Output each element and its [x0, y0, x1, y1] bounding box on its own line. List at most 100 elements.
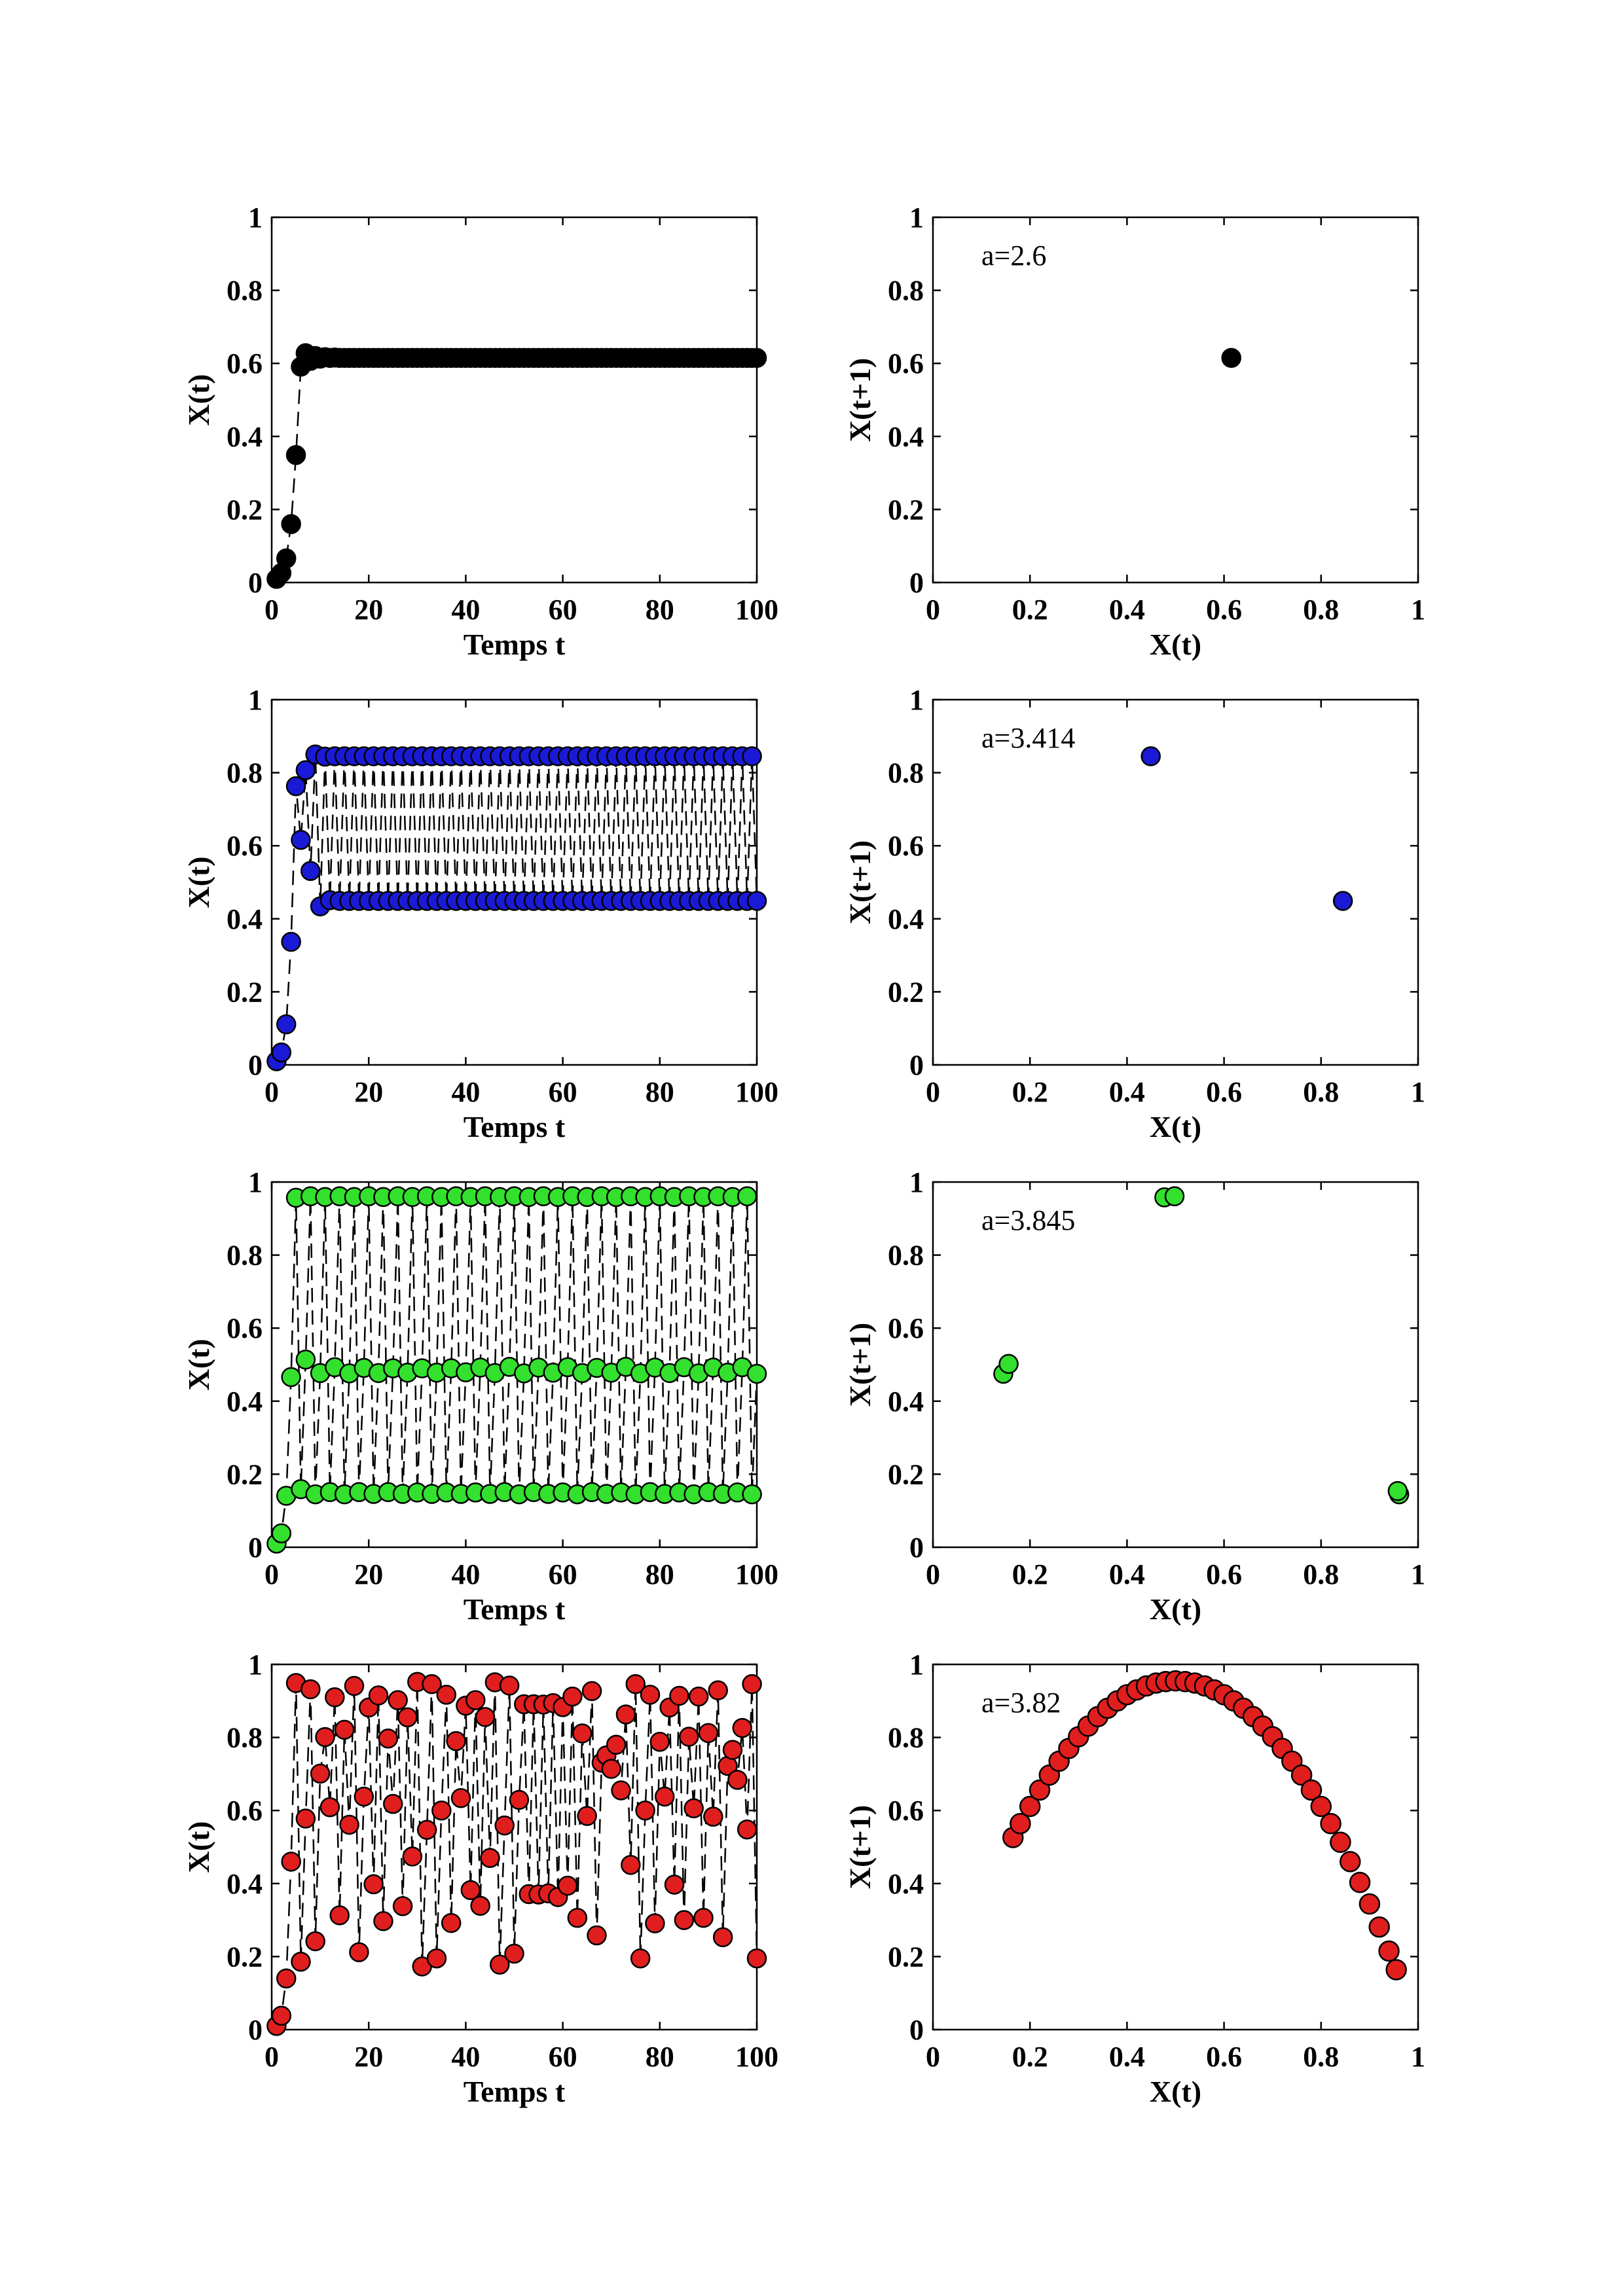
y-tick-label: 0.6	[888, 830, 924, 862]
y-tick-label: 0.8	[227, 275, 263, 307]
y-tick-label: 0.6	[227, 348, 263, 380]
y-axis-label: X(t)	[182, 856, 215, 908]
x-tick-label: 0	[926, 2041, 940, 2073]
x-tick-label: 40	[451, 2041, 480, 2073]
data-point	[1164, 1186, 1185, 1207]
data-point	[587, 1925, 607, 1946]
data-point	[742, 746, 762, 766]
data-point	[344, 1676, 365, 1696]
x-tick-label: 60	[549, 1558, 577, 1590]
data-point	[621, 1855, 641, 1875]
y-tick-label: 0.4	[888, 903, 924, 935]
data-point	[712, 1927, 733, 1948]
series-line	[276, 1196, 758, 1544]
data-point	[1300, 1779, 1322, 1801]
axes-frame	[932, 216, 1419, 584]
y-tick-label: 0.6	[227, 830, 263, 862]
y-tick-label: 0	[248, 1049, 263, 1081]
x-tick-label: 1	[1411, 594, 1425, 626]
data-point	[601, 1759, 621, 1779]
x-tick-label: 0.2	[1012, 594, 1048, 626]
data-point	[490, 1954, 510, 1975]
data-point	[281, 1367, 301, 1388]
x-tick-label: 0.2	[1012, 2041, 1048, 2073]
data-point	[271, 1042, 292, 1063]
data-point	[1221, 348, 1241, 368]
y-tick-label: 0.2	[227, 1458, 263, 1490]
axes-frame	[270, 1663, 758, 2031]
y-tick-label: 0	[248, 1532, 263, 1564]
data-point	[470, 1895, 490, 1916]
y-tick-label: 0.6	[888, 348, 924, 380]
data-point	[1349, 1871, 1371, 1893]
data-point	[291, 830, 311, 850]
x-tick-label: 0	[264, 1076, 279, 1108]
x-tick-label: 20	[354, 1076, 383, 1108]
data-point	[708, 1680, 728, 1700]
data-point	[334, 1719, 355, 1740]
y-tick-label: 1	[248, 202, 263, 234]
panel-return-map-a3.845: 0 0.2 0.4 0.6 0.8 1 0 0.2 0.4 0.6 0.8 1 X(t) X(t+1) a=…	[843, 1166, 1425, 1626]
x-tick-label: 0	[926, 1558, 940, 1590]
data-point	[630, 1948, 651, 1969]
data-point	[480, 1848, 500, 1868]
panel-time-series-a3.414: 0 20 40 60 80 100 0 0.2 0.4 0.6 0.8 1 Temps t X(t)	[182, 684, 778, 1143]
y-tick-label: 0.8	[888, 1722, 924, 1754]
data-point	[722, 1740, 743, 1760]
y-tick-label: 1	[909, 202, 924, 234]
data-point	[271, 2005, 292, 2026]
data-point	[446, 1731, 466, 1751]
x-tick-label: 100	[735, 594, 778, 626]
y-tick-label: 0.8	[888, 1240, 924, 1272]
data-point	[615, 1704, 636, 1725]
data-point	[285, 445, 306, 465]
x-tick-label: 40	[451, 1558, 480, 1590]
y-tick-label: 0.2	[888, 976, 924, 1008]
data-point	[276, 548, 297, 569]
data-point	[349, 1942, 369, 1962]
data-point	[281, 1852, 301, 1872]
x-tick-label: 0	[264, 594, 279, 626]
y-tick-label: 0.4	[227, 1868, 263, 1900]
x-tick-label: 0.4	[1109, 1558, 1145, 1590]
x-tick-label: 0.2	[1012, 1076, 1048, 1108]
data-point	[276, 1014, 297, 1035]
data-point	[276, 1968, 297, 1989]
x-tick-label: 0.6	[1206, 1076, 1242, 1108]
y-tick-label: 0	[248, 2014, 263, 2046]
x-tick-label: 0.4	[1109, 2041, 1145, 2073]
data-point	[1029, 1779, 1051, 1801]
data-point	[499, 1676, 520, 1696]
y-tick-label: 0.6	[227, 1795, 263, 1827]
y-tick-label: 1	[909, 1166, 924, 1198]
data-point	[295, 1349, 316, 1370]
data-point	[329, 1905, 350, 1926]
data-point	[737, 1819, 757, 1840]
y-tick-label: 0	[248, 567, 263, 599]
data-point	[504, 1943, 524, 1964]
x-tick-label: 0	[926, 594, 940, 626]
data-point	[436, 1685, 457, 1705]
data-point	[737, 1186, 757, 1207]
data-point	[562, 1686, 583, 1707]
y-tick-label: 0.2	[888, 1941, 924, 1973]
x-tick-label: 1	[1411, 1076, 1425, 1108]
x-tick-label: 0.6	[1206, 1558, 1242, 1590]
data-point	[422, 1674, 442, 1695]
data-point	[572, 1723, 593, 1744]
x-axis-label: X(t)	[1150, 2075, 1201, 2108]
x-tick-label: 60	[549, 2041, 577, 2073]
panel-time-series-a2.6: 0 20 40 60 80 100 0 0.2 0.4 0.6 0.8 1 Temps t X(t)	[182, 202, 778, 661]
y-axis-label: X(t)	[182, 1821, 215, 1873]
data-point	[746, 891, 767, 911]
data-point	[654, 1786, 675, 1807]
y-tick-label: 0.4	[227, 421, 263, 453]
data-point	[611, 1780, 631, 1801]
data-point	[1378, 1940, 1400, 1962]
data-point	[388, 1690, 408, 1710]
x-tick-label: 0.8	[1303, 2041, 1339, 2073]
x-tick-label: 80	[646, 2041, 674, 2073]
x-tick-label: 20	[354, 2041, 383, 2073]
x-axis-label: X(t)	[1150, 1592, 1201, 1626]
